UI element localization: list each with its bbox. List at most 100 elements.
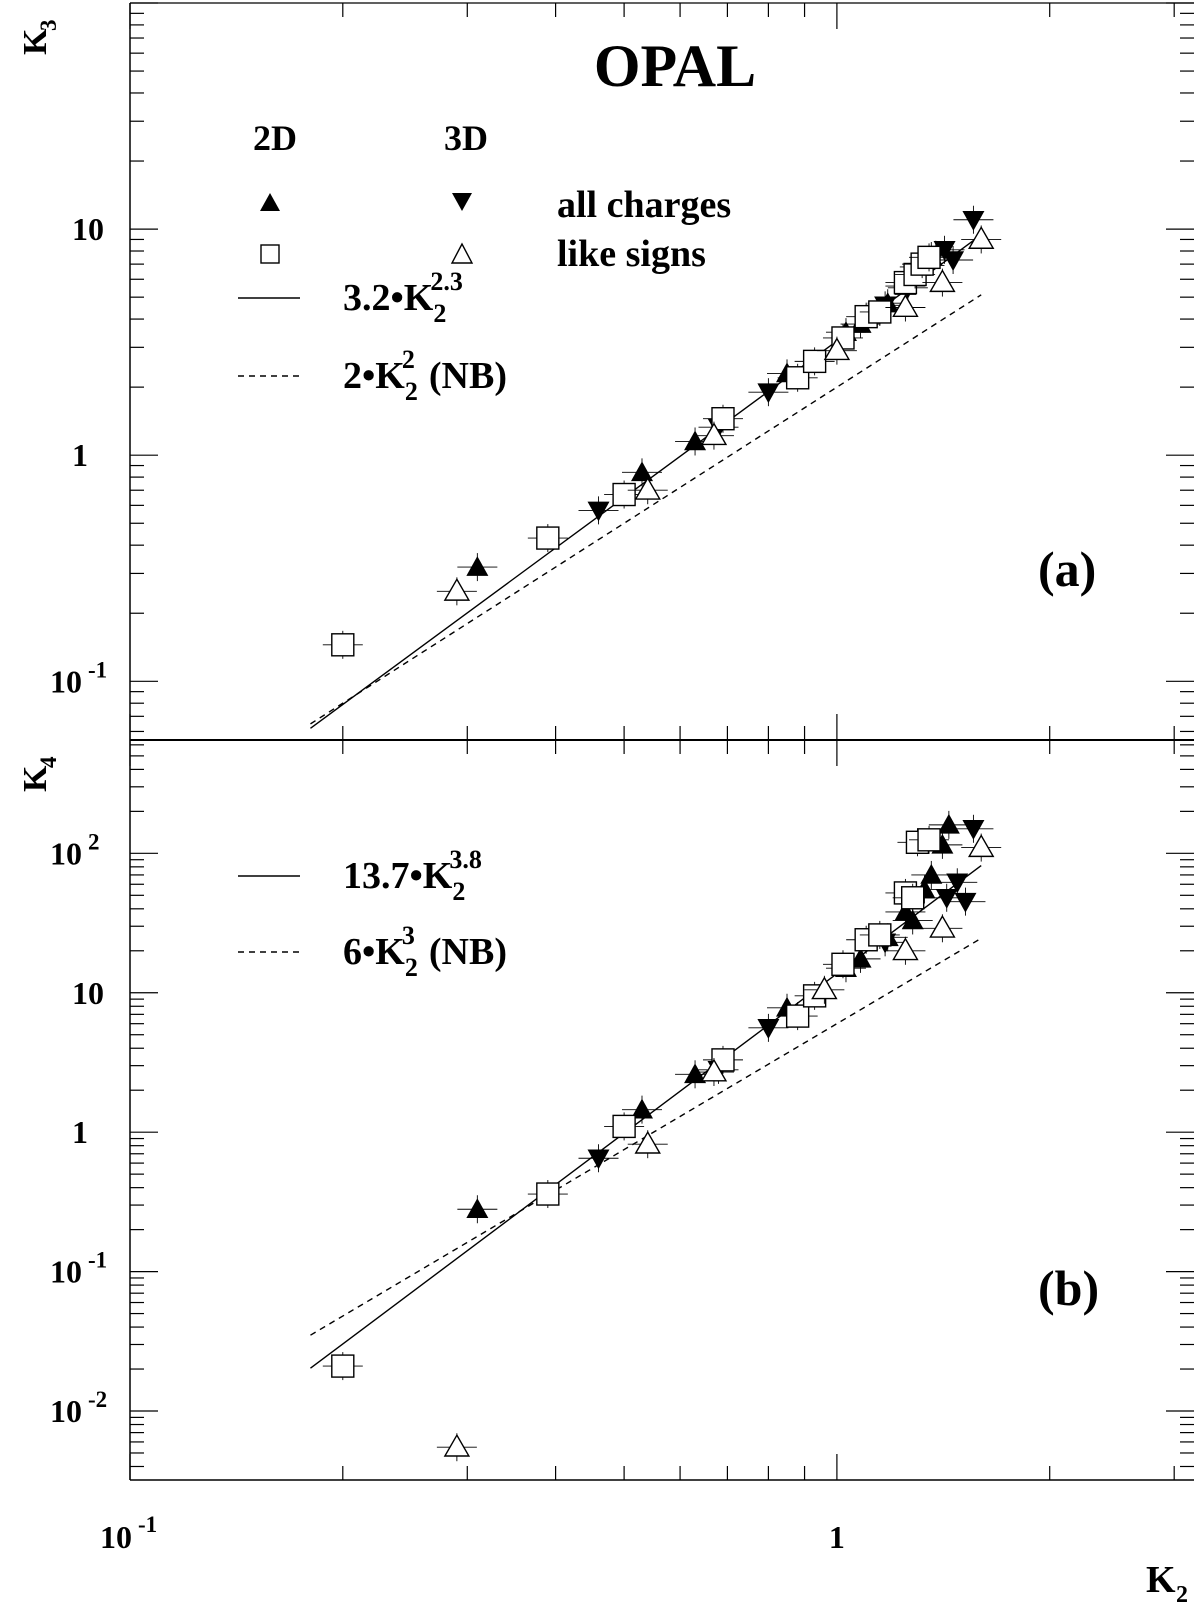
data-point [536, 526, 560, 550]
data-point [917, 245, 941, 270]
data-point [917, 828, 941, 852]
y-tick-label: 1 [72, 1114, 88, 1150]
data-point [892, 294, 919, 318]
fit-label-sub: 2 [452, 877, 465, 906]
legend-fit-label: 13.7•K2 3.8 [343, 845, 482, 906]
data-point [946, 873, 969, 894]
fit-label-main: 3.2•K [343, 277, 434, 319]
y-tick-label: 10 [50, 835, 82, 871]
data-point [967, 226, 995, 249]
y-tick-label-exponent: -1 [88, 657, 107, 682]
data-point [937, 813, 960, 834]
data-point [536, 1182, 560, 1206]
data-point [612, 1114, 636, 1139]
data-point [785, 1004, 810, 1028]
legend-header-3d: 3D [444, 118, 488, 158]
fit-label-sub: 2 [405, 377, 418, 406]
data-point [831, 952, 855, 976]
series-square-open [322, 825, 950, 1381]
legend-marker-3d-like [450, 242, 474, 264]
data-point [802, 349, 827, 374]
data-point [935, 888, 958, 909]
data-point [757, 383, 780, 404]
legend-marker-2d-like [260, 244, 280, 264]
data-point [700, 1058, 728, 1082]
data-point [962, 210, 985, 231]
y-tick-label: 10 [72, 211, 104, 247]
data-point [331, 1354, 355, 1378]
data-point [443, 577, 471, 601]
y-tick-label-exponent: 2 [88, 829, 100, 854]
data-point [967, 834, 995, 858]
data-point [331, 633, 355, 657]
fit-label-sub: 2 [433, 299, 446, 328]
data-point [612, 482, 636, 507]
figure-title: OPAL [594, 33, 756, 99]
panel-label: (a) [1038, 541, 1096, 597]
legend-fit-label: 3.2•K2 2.3 [343, 267, 463, 328]
legend-marker-3d-all [452, 193, 472, 211]
plot-area [310, 205, 1002, 729]
data-point [757, 1019, 780, 1039]
data-point [811, 976, 838, 1000]
y-tick-label: 10 [72, 975, 104, 1011]
data-point [849, 947, 872, 968]
data-point [868, 923, 892, 947]
data-point [942, 251, 965, 272]
y-tick-label: 1 [72, 437, 88, 473]
data-point [962, 819, 985, 840]
series-triangle-open [436, 833, 1002, 1462]
fit-label-suffix: (NB) [429, 931, 507, 973]
fit-label-main: 13.7•K [343, 855, 453, 897]
y-axis-label-subscript: 4 [36, 756, 61, 768]
fit-label-main: 6•K [343, 931, 405, 973]
data-point [684, 430, 707, 451]
series-square-open [322, 243, 950, 659]
legend-marker-2d-all [260, 193, 280, 211]
series-triangle-open [436, 225, 1002, 606]
y-tick-label: 10 [50, 1254, 82, 1290]
legend-fit-label: 6•K2 3 (NB) [343, 921, 507, 982]
panel-label: (b) [1038, 1260, 1099, 1316]
data-point [823, 337, 851, 361]
fit-line-nb [310, 294, 982, 725]
fit-label-suffix: (NB) [429, 355, 507, 397]
data-point [634, 1130, 661, 1154]
data-point [630, 1098, 653, 1119]
y-tick-label: 10 [50, 663, 82, 699]
data-point [443, 1433, 471, 1457]
series-triangle-up-filled [457, 810, 969, 1224]
fit-label-sup: 3 [402, 921, 415, 950]
fit-label-sup: 3.8 [449, 845, 482, 874]
data-point [587, 501, 610, 522]
x-axis-label: K [1146, 1559, 1176, 1601]
y-axis-label: K [17, 765, 54, 792]
data-point [929, 269, 956, 293]
legend-row-like-signs: like signs [557, 233, 706, 275]
data-point [954, 892, 977, 913]
x-tick-label: 10 [100, 1519, 132, 1555]
legend-header-2d: 2D [253, 118, 297, 158]
plot-area [310, 810, 1002, 1462]
x-axis-label-subscript: 2 [1176, 1582, 1188, 1603]
data-point [466, 556, 489, 576]
fit-label-sup: 2 [402, 345, 415, 374]
legend-row-all-charges: all charges [557, 184, 731, 226]
y-axis-label: K [17, 28, 54, 55]
data-point [634, 476, 661, 500]
x-tick-label-exponent: -1 [138, 1512, 157, 1537]
x-tick-label: 1 [829, 1519, 845, 1555]
fit-label-sub: 2 [405, 953, 418, 982]
y-tick-label-exponent: -2 [88, 1387, 107, 1412]
y-tick-label-exponent: -1 [88, 1248, 107, 1273]
data-point [466, 1198, 489, 1219]
data-point [868, 300, 892, 324]
data-point [929, 914, 956, 938]
data-point [630, 461, 653, 482]
y-axis-label-subscript: 3 [36, 20, 61, 32]
data-point [711, 407, 735, 431]
data-point [900, 886, 925, 910]
legend-fit-label: 2•K2 2 (NB) [343, 345, 507, 406]
